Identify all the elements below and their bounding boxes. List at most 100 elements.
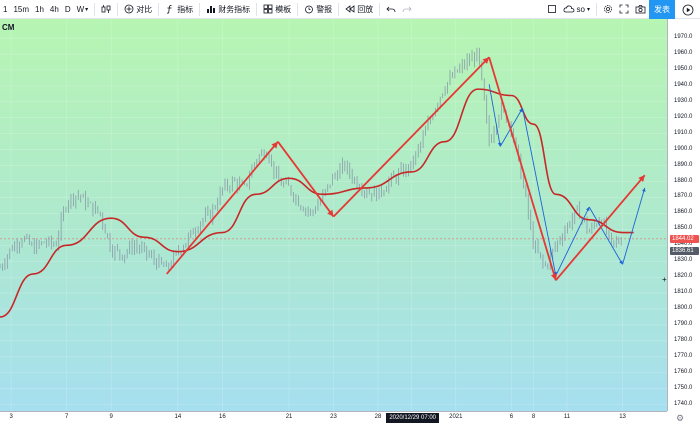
- redo-icon: [402, 6, 412, 13]
- alarm-clock-icon: [305, 5, 314, 14]
- interval-1[interactable]: 1: [0, 0, 10, 19]
- snapshot-button[interactable]: [632, 0, 649, 19]
- top-toolbar: 1 15m 1h 4h D W ▾ 对比 指标 财务指标 模板 警报 回放: [0, 0, 700, 19]
- rewind-icon: [345, 5, 355, 13]
- interval-w[interactable]: W ▾: [74, 0, 92, 19]
- undo-button[interactable]: [383, 0, 399, 19]
- blue-trend-lines: [488, 84, 646, 276]
- price-tick-label: 1830.0: [674, 257, 693, 264]
- chart-type-button[interactable]: [98, 0, 114, 19]
- price-tick-label: 1900.0: [674, 145, 693, 152]
- interval-1h[interactable]: 1h: [32, 0, 47, 19]
- blue-trend-line[interactable]: [555, 206, 590, 276]
- templates-label: 模板: [275, 4, 292, 14]
- undo-icon: [386, 6, 396, 13]
- price-tick-label: 1920.0: [674, 113, 693, 120]
- red-arrowhead: [638, 175, 645, 182]
- bar-chart-icon: [207, 6, 216, 13]
- fullscreen-icon: [619, 4, 629, 14]
- chart-plot[interactable]: [0, 19, 667, 411]
- chart-pane[interactable]: CM + ●: [0, 19, 667, 411]
- moving-average-line: [0, 88, 634, 318]
- add-plus-icon[interactable]: +: [662, 275, 667, 284]
- red-arrow-drawings: [166, 56, 646, 281]
- toolbar-divider: [117, 2, 119, 16]
- grid-lines: [0, 19, 667, 411]
- red-arrow-line[interactable]: [277, 141, 335, 218]
- fullscreen-button[interactable]: [616, 0, 632, 19]
- play-button[interactable]: [676, 0, 700, 19]
- time-tick-label: 6: [509, 414, 514, 420]
- price-tick-label: 1810.0: [674, 289, 693, 296]
- square-icon: [547, 5, 556, 13]
- time-tick-label: 3: [9, 414, 13, 420]
- symbol-legend[interactable]: CM: [2, 23, 15, 32]
- red-arrow-line[interactable]: [332, 56, 490, 218]
- price-tick-label: 1970.0: [674, 34, 693, 41]
- replay-label: 回放: [357, 4, 374, 14]
- interval-4h-label: 4h: [49, 4, 59, 14]
- compare-label: 对比: [136, 4, 153, 14]
- blue-trend-line[interactable]: [499, 108, 523, 147]
- price-tick-label: 1840.0: [674, 241, 693, 248]
- price-tick-label: 1910.0: [674, 129, 693, 136]
- interval-15m[interactable]: 15m: [10, 0, 32, 19]
- price-tick-label: 1960.0: [674, 50, 693, 57]
- crosshair-price-label: 1836.61: [670, 246, 699, 255]
- moving-average-series: [0, 88, 634, 318]
- indicators-button[interactable]: 指标: [162, 0, 196, 19]
- time-scale[interactable]: 3 7 9 14 16 21 23 28 2020/12/29 07:00 2021 6 8 11 13: [0, 411, 667, 424]
- blue-trend-line[interactable]: [622, 187, 646, 265]
- blue-trend-line[interactable]: [488, 84, 501, 147]
- layout-cloud-button[interactable]: so ▾: [560, 0, 593, 19]
- blue-trend-line[interactable]: [522, 108, 557, 276]
- red-arrow-line[interactable]: [555, 174, 646, 281]
- toolbar-divider: [338, 2, 340, 16]
- replay-button[interactable]: 回放: [342, 0, 376, 19]
- red-arrow-line[interactable]: [166, 141, 279, 275]
- scale-settings-gear-icon[interactable]: ⚙: [676, 413, 685, 423]
- price-series: [0, 47, 622, 272]
- interval-d-label: D: [64, 4, 71, 14]
- interval-1-label: 1: [3, 4, 8, 14]
- templates-button[interactable]: 模板: [260, 0, 294, 19]
- price-tick-label: 1880.0: [674, 177, 693, 184]
- financials-label: 财务指标: [218, 4, 251, 14]
- chevron-down-icon: ▾: [85, 6, 89, 13]
- time-tick-label: 16: [218, 414, 226, 420]
- grid-icon: [263, 4, 273, 14]
- red-arrowhead: [482, 57, 490, 64]
- redo-button[interactable]: [399, 0, 415, 19]
- publish-label: 发表: [654, 5, 670, 14]
- alert-button[interactable]: 警报: [301, 0, 335, 19]
- red-arrow-line[interactable]: [488, 56, 557, 281]
- price-tick-label: 1790.0: [674, 320, 693, 327]
- crosshair-date-label: 2020/12/29 07:00: [386, 413, 440, 423]
- price-tick-label: 1950.0: [674, 65, 693, 72]
- chevron-down-icon: ▾: [586, 6, 590, 13]
- interval-4h[interactable]: 4h: [47, 0, 62, 19]
- select-layout-checkbox[interactable]: [544, 0, 560, 19]
- publish-button[interactable]: 发表: [649, 0, 675, 19]
- toolbar-divider: [199, 2, 201, 16]
- toolbar-divider: [94, 2, 96, 16]
- candles-icon: [101, 5, 111, 13]
- price-tick-label: 1770.0: [674, 352, 693, 359]
- time-tick-label: 9: [109, 414, 113, 420]
- time-tick-label: 7: [65, 414, 69, 420]
- time-tick-label: 13: [619, 414, 626, 420]
- toolbar-divider: [158, 2, 160, 16]
- price-scale[interactable]: 1970.0 1960.0 1950.0 1940.0 1930.0 1920.0 1910…: [667, 19, 700, 411]
- blue-arrowhead: [585, 207, 590, 212]
- red-arrowhead: [327, 209, 334, 217]
- financials-button[interactable]: 财务指标: [203, 0, 253, 19]
- indicators-label: 指标: [177, 4, 194, 14]
- time-tick-label: 28: [374, 414, 382, 420]
- blue-trend-line[interactable]: [588, 206, 623, 265]
- interval-d[interactable]: D: [62, 0, 74, 19]
- compare-button[interactable]: 对比: [121, 0, 155, 19]
- interval-1h-label: 1h: [35, 4, 44, 14]
- settings-button[interactable]: [600, 0, 616, 19]
- red-arrowhead: [271, 141, 278, 149]
- toolbar-divider: [379, 2, 381, 16]
